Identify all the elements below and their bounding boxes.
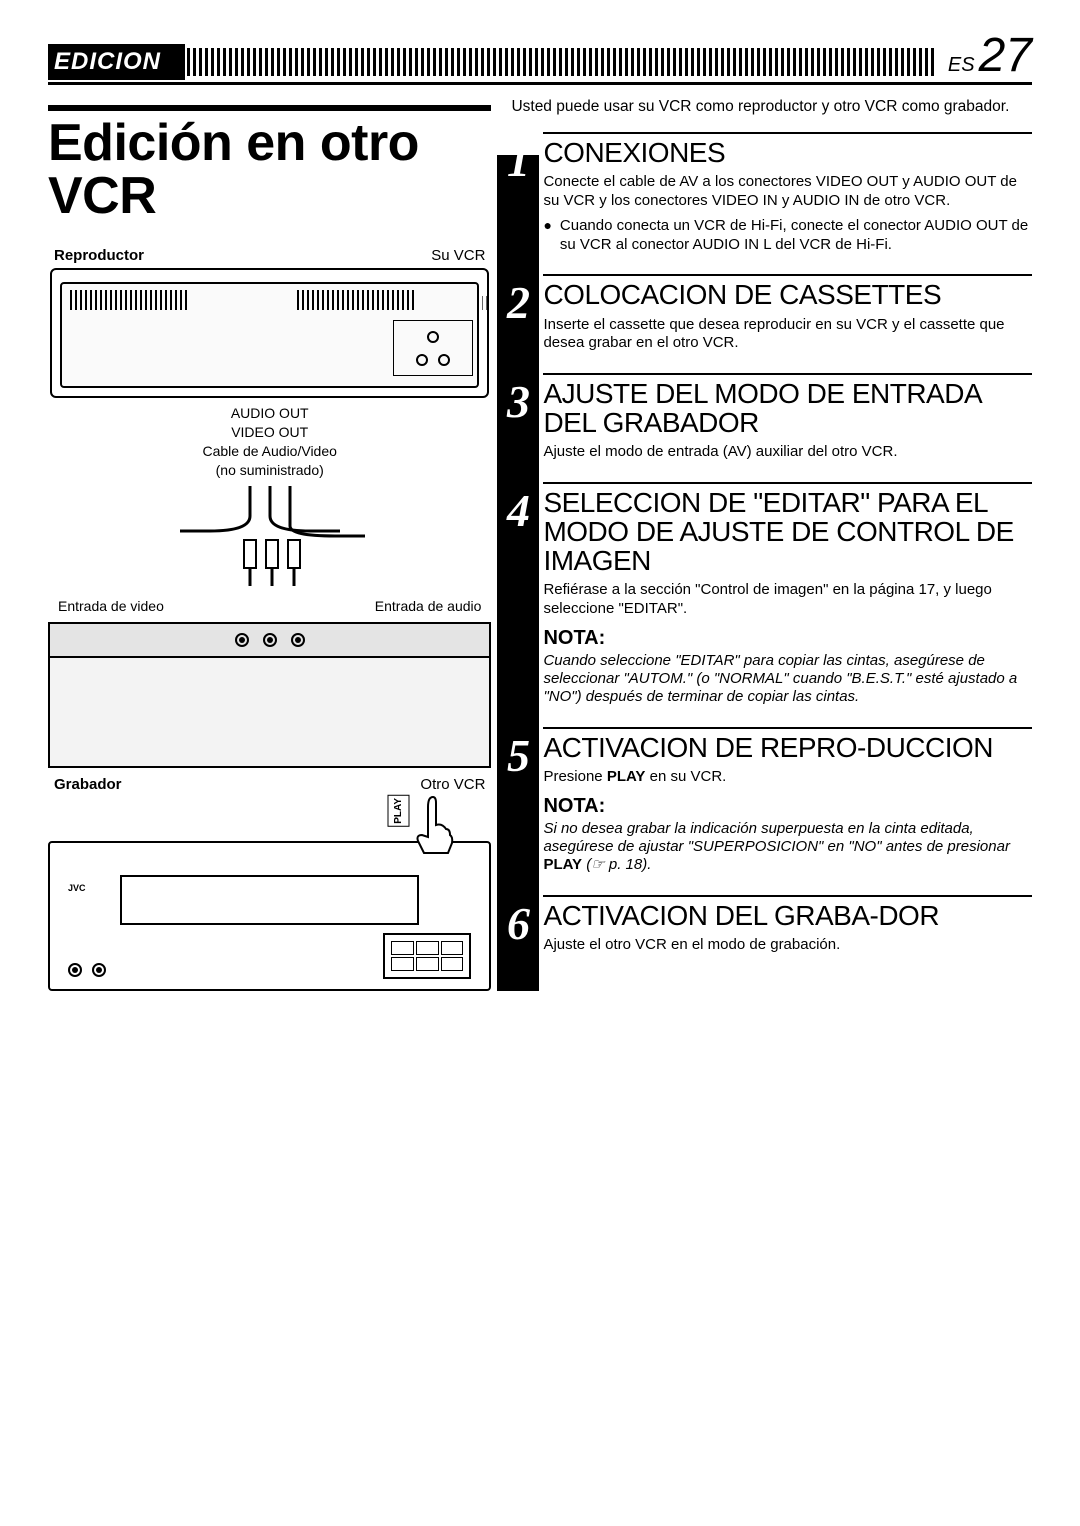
step: 3AJUSTE DEL MODO DE ENTRADA DEL GRABADOR… (543, 367, 1032, 462)
reproductor-label: Reproductor (54, 247, 144, 264)
step: 1CONEXIONESConecte el cable de AV a los … (543, 126, 1032, 254)
vcr-player-rear (50, 268, 489, 398)
vcr-recorder (48, 622, 491, 772)
step-title: ACTIVACION DE REPRO-DUCCION (543, 733, 1032, 762)
nota-body: Cuando seleccione "EDITAR" para copiar l… (543, 652, 1032, 707)
step-bullet: ●Cuando conecta un VCR de Hi-Fi, conecte… (543, 217, 1032, 255)
otro-vcr-label: Otro VCR (420, 776, 485, 793)
step-number: 4 (497, 488, 539, 534)
play-tag: PLAY (388, 795, 410, 827)
step: 4SELECCION DE "EDITAR" PARA EL MODO DE A… (543, 476, 1032, 707)
step-body: Presione PLAY en su VCR. (543, 768, 1032, 787)
cable-label: Cable de Audio/Video (48, 442, 491, 461)
header-stripes (187, 48, 936, 76)
step-number: 5 (497, 733, 539, 779)
step-body: Inserte el cassette que desea reproducir… (543, 316, 1032, 354)
cable-sub-label: (no suministrado) (48, 461, 491, 480)
nota-body: Si no desea grabar la indicación superpu… (543, 820, 1032, 875)
hand-icon (413, 795, 455, 855)
step-title: ACTIVACION DEL GRABA-DOR (543, 901, 1032, 930)
page-num: 27 (979, 32, 1032, 80)
nota-heading: NOTA: (543, 627, 1032, 650)
step-body: Ajuste el otro VCR en el modo de grabaci… (543, 936, 1032, 955)
step-title: AJUSTE DEL MODO DE ENTRADA DEL GRABADOR (543, 379, 1032, 437)
su-vcr-label: Su VCR (431, 247, 485, 264)
step: 2COLOCACION DE CASSETTESInserte el casse… (543, 268, 1032, 353)
step: 5ACTIVACION DE REPRO-DUCCIONPresione PLA… (543, 721, 1032, 875)
step-body: Refiérase a la sección "Control de image… (543, 581, 1032, 619)
step-number: 1 (497, 138, 539, 184)
entrada-audio-label: Entrada de audio (375, 597, 482, 616)
page-header: EDICION ES 27 (48, 32, 1032, 85)
step-body: Ajuste el modo de entrada (AV) auxiliar … (543, 443, 1032, 462)
vcr-front: PLAY JVC (48, 841, 491, 991)
main-title: Edición en otro VCR (48, 117, 491, 223)
step: 6ACTIVACION DEL GRABA-DORAjuste el otro … (543, 889, 1032, 955)
step-title: SELECCION DE "EDITAR" PARA EL MODO DE AJ… (543, 488, 1032, 575)
section-label: EDICION (48, 44, 185, 80)
step-number: 2 (497, 280, 539, 326)
intro-text: Usted puede usar su VCR como reproductor… (511, 97, 1032, 116)
video-out-label: VIDEO OUT (48, 423, 491, 442)
lang-code: ES (948, 54, 975, 77)
step-title: CONEXIONES (543, 138, 1032, 167)
step-number: 3 (497, 379, 539, 425)
audio-out-label: AUDIO OUT (48, 404, 491, 423)
entrada-video-label: Entrada de video (58, 597, 164, 616)
step-body: Conecte el cable de AV a los conectores … (543, 173, 1032, 211)
cable-icon (140, 486, 400, 586)
left-column: Edición en otro VCR Reproductor Su VCR A… (48, 97, 491, 991)
connection-diagram: Reproductor Su VCR AUDIO OUT VIDEO OUT C… (48, 247, 491, 991)
grabador-label: Grabador (54, 776, 122, 793)
nota-heading: NOTA: (543, 795, 1032, 818)
page-number: ES 27 (948, 32, 1032, 80)
step-title: COLOCACION DE CASSETTES (543, 280, 1032, 309)
right-column: Usted puede usar su VCR como reproductor… (511, 97, 1032, 991)
step-number: 6 (497, 901, 539, 947)
